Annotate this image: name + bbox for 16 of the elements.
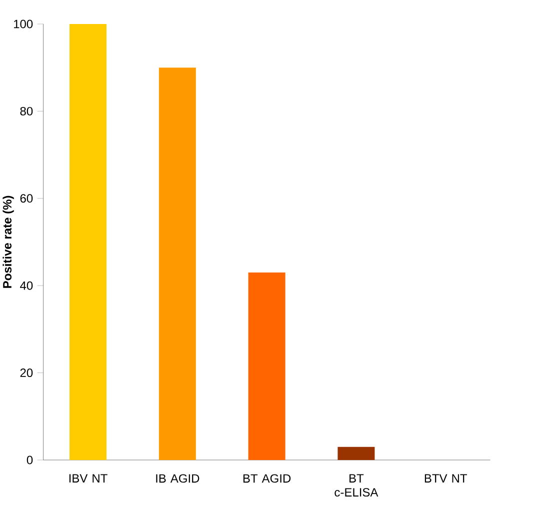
y-tick-label: 100 bbox=[14, 20, 33, 28]
y-tick-label: 20 bbox=[20, 368, 33, 378]
bar bbox=[70, 24, 106, 460]
y-axis-title: Positive rate (%) bbox=[2, 196, 14, 288]
y-tick-label: 40 bbox=[20, 281, 33, 290]
y-tick-label: 60 bbox=[20, 194, 33, 203]
x-tick-label: BTV NT bbox=[424, 474, 467, 482]
x-tick-label: BT c-ELISA bbox=[334, 474, 378, 497]
bar bbox=[338, 446, 375, 460]
x-tick-label: IBV NT bbox=[69, 474, 108, 482]
bar bbox=[158, 68, 196, 460]
y-tick-label: 80 bbox=[20, 106, 33, 116]
x-tick-label: BT AGID bbox=[243, 474, 291, 483]
y-tick-label: 0 bbox=[26, 456, 33, 464]
x-tick-label: IB AGID bbox=[156, 474, 200, 483]
bar bbox=[248, 272, 286, 460]
